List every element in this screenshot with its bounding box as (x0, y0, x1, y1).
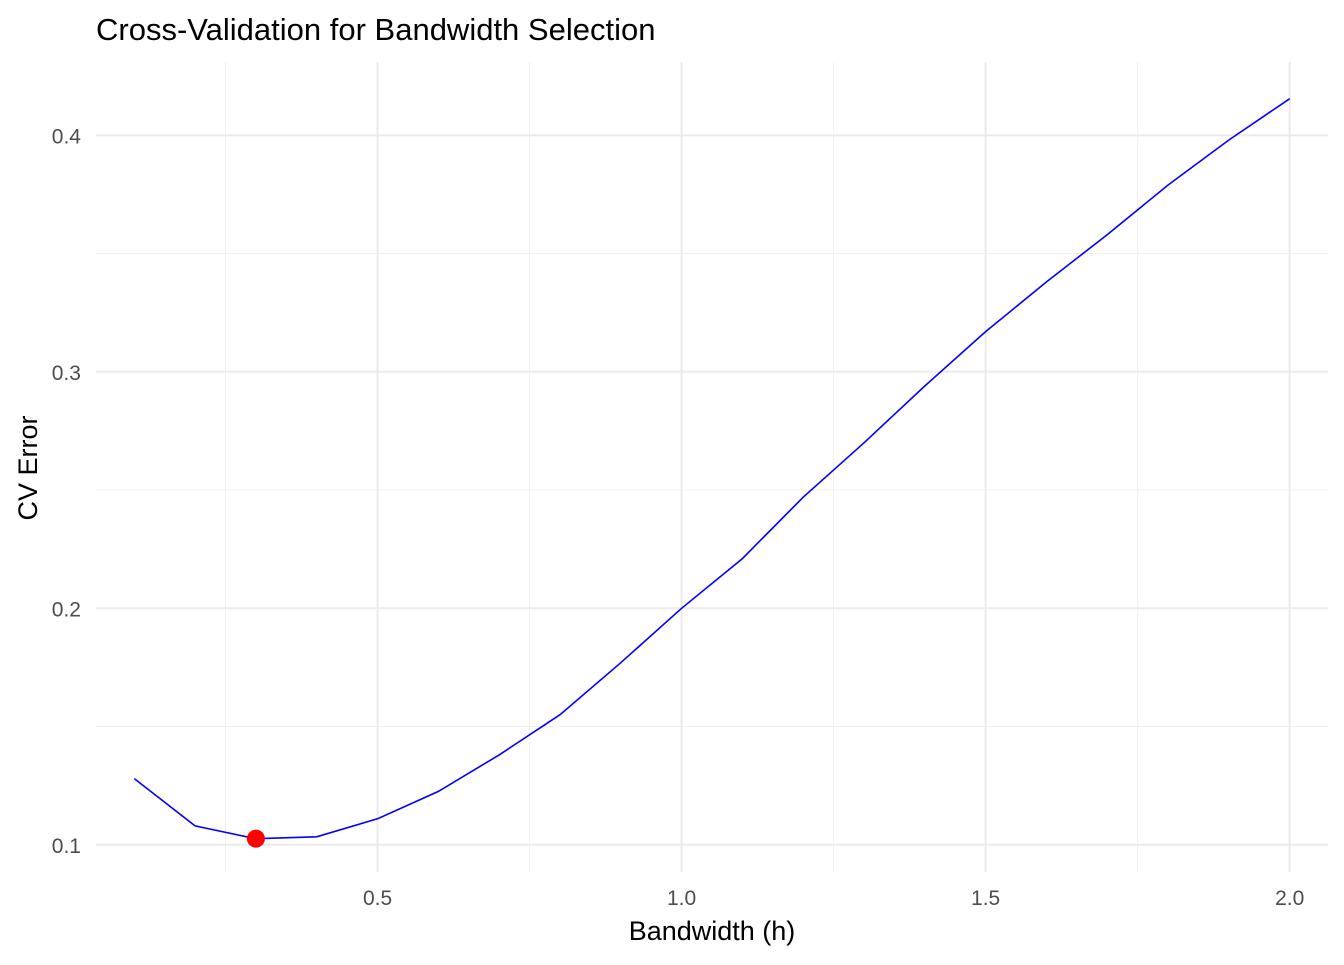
cv-error-line (133, 98, 1291, 840)
y-tick-label: 0.1 (52, 835, 81, 858)
y-tick-label: 0.4 (52, 125, 82, 148)
y-tick-label: 0.3 (52, 362, 81, 385)
y-tick-label: 0.2 (52, 598, 81, 621)
x-tick-label: 0.5 (363, 887, 392, 910)
ticks: 0.5 1.0 1.5 2.0 0.1 0.2 0.3 0.4 (52, 125, 1304, 910)
min-cv-point (246, 829, 265, 848)
grid (96, 62, 1328, 872)
x-tick-label: 1.5 (971, 887, 1000, 910)
x-tick-label: 1.0 (667, 887, 696, 910)
x-axis-label: Bandwidth (h) (629, 916, 796, 946)
chart-title: Cross-Validation for Bandwidth Selection (96, 12, 655, 47)
y-axis-label: CV Error (13, 415, 43, 520)
x-tick-label: 2.0 (1275, 887, 1304, 910)
